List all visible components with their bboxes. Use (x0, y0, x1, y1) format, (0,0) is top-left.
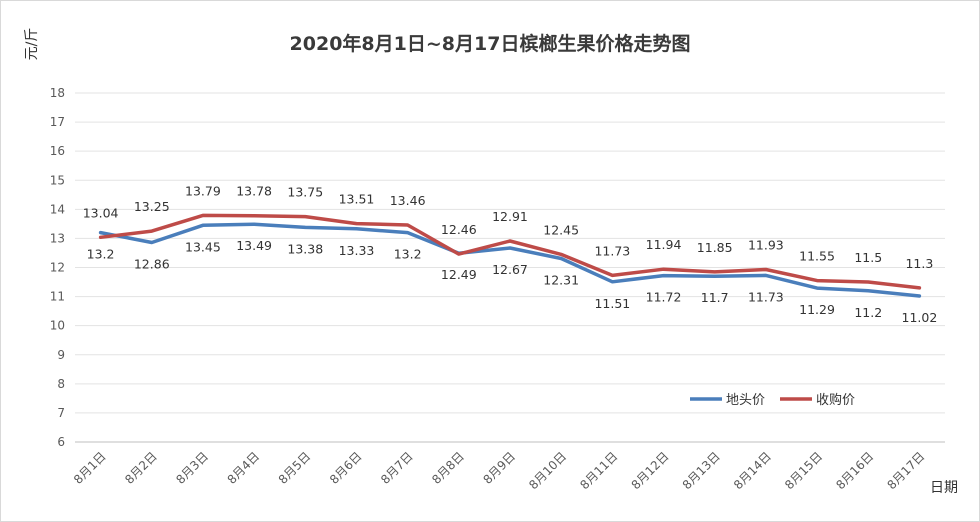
data-label: 13.78 (236, 184, 272, 199)
data-label: 13.49 (236, 238, 272, 253)
gridlines (75, 92, 945, 443)
y-tick-label: 16 (50, 144, 65, 158)
data-labels: 13.2 12.86 13.45 13.49 13.38 13.33 13.2 12.49 12… (83, 183, 938, 325)
data-label: 11.51 (594, 296, 630, 311)
data-label: 11.85 (697, 240, 733, 255)
data-label: 11.55 (799, 249, 835, 264)
data-label: 11.72 (646, 290, 682, 305)
legend-label: 收购价 (816, 392, 855, 408)
y-axis-title: 元/斤 (24, 28, 40, 61)
data-label: 12.31 (543, 272, 579, 287)
data-label: 13.51 (339, 192, 375, 207)
y-tick-label: 11 (50, 290, 65, 304)
series-line (98, 213, 922, 290)
data-label: 12.46 (441, 222, 477, 237)
legend: 地头价 收购价 (690, 392, 855, 408)
data-label: 13.79 (185, 183, 221, 198)
y-tick-label: 9 (57, 348, 65, 362)
y-tick-label: 10 (50, 319, 65, 333)
y-tick-label: 18 (50, 86, 65, 100)
data-label: 12.91 (492, 209, 528, 224)
y-tick-label: 15 (50, 173, 65, 187)
y-tick-label: 14 (50, 202, 65, 216)
data-label: 11.29 (799, 302, 835, 317)
data-label: 12.45 (543, 222, 579, 237)
data-label: 11.02 (902, 310, 938, 325)
data-label: 13.2 (394, 247, 422, 262)
data-label: 12.49 (441, 267, 477, 282)
y-tick-label: 7 (57, 406, 65, 420)
y-tick-label: 12 (50, 261, 65, 275)
series-lines (98, 213, 922, 298)
chart-title: 2020年8月1日~8月17日槟榔生果价格走势图 (290, 32, 691, 55)
y-tick-label: 8 (57, 377, 65, 391)
x-axis-title: 日期 (930, 480, 958, 496)
data-label: 12.86 (134, 256, 170, 271)
data-label: 11.7 (701, 290, 729, 305)
data-label: 11.2 (854, 305, 882, 320)
data-label: 11.94 (646, 237, 682, 252)
data-label: 13.46 (390, 193, 426, 208)
series-line (98, 222, 922, 298)
data-label: 13.45 (185, 239, 221, 254)
data-label: 11.73 (594, 243, 630, 258)
legend-label: 地头价 (726, 393, 765, 408)
data-label: 13.75 (287, 185, 323, 200)
data-label: 11.3 (905, 256, 933, 271)
data-label: 11.73 (748, 289, 784, 304)
data-label: 11.5 (854, 250, 882, 265)
data-label: 13.04 (83, 205, 119, 220)
y-axis-ticks: 6 7 8 9 10 11 12 13 14 15 16 17 18 (50, 86, 65, 449)
data-label: 13.38 (287, 241, 323, 256)
y-tick-label: 6 (57, 435, 65, 449)
data-label: 12.67 (492, 262, 528, 277)
data-label: 13.25 (134, 199, 170, 214)
data-label: 11.93 (748, 238, 784, 253)
data-label: 13.33 (339, 243, 375, 258)
data-label: 13.2 (87, 247, 115, 262)
y-tick-label: 17 (50, 115, 65, 129)
y-tick-label: 13 (50, 231, 65, 245)
